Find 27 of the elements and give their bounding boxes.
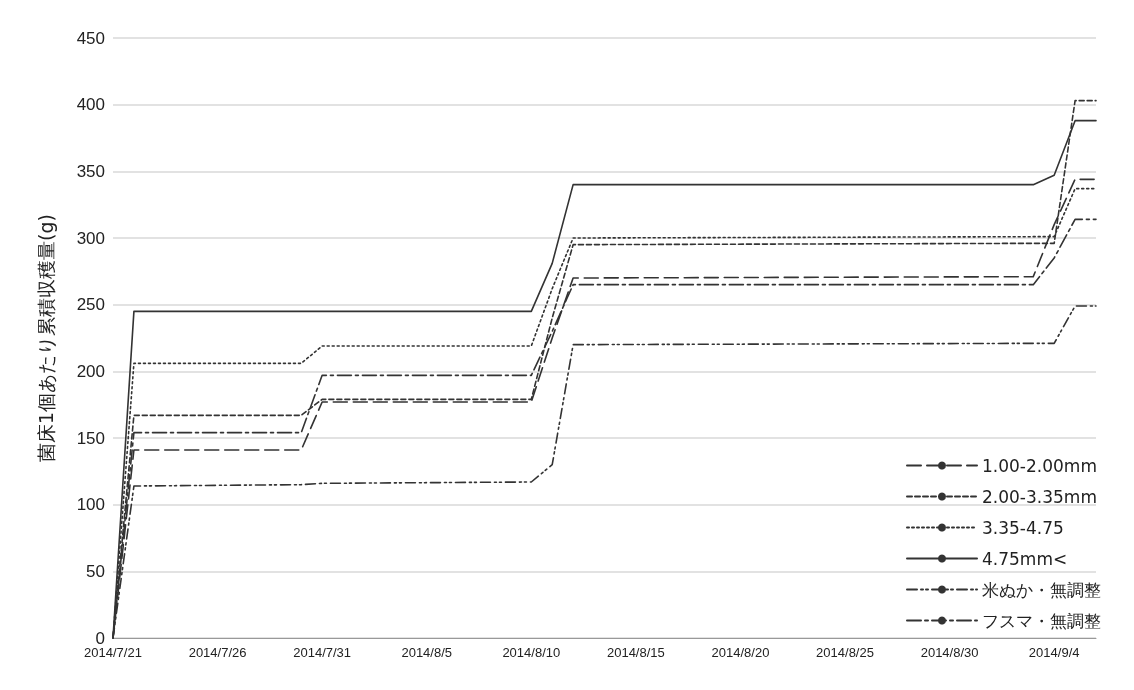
legend-label: 3.35-4.75 xyxy=(982,517,1064,538)
y-tick-label: 0 xyxy=(95,628,105,648)
x-tick-label: 2014/8/10 xyxy=(502,645,561,660)
x-tick-label: 2014/8/5 xyxy=(401,645,453,660)
y-tick-label: 250 xyxy=(76,295,105,315)
y-axis-title: 菌床1個あたり累積収穫量(g) xyxy=(34,214,57,462)
legend-label: 2.00-3.35mm xyxy=(982,486,1097,507)
y-tick-label: 150 xyxy=(76,428,105,448)
x-tick-label: 2014/8/30 xyxy=(920,645,979,660)
x-tick-label: 2014/8/25 xyxy=(816,645,874,660)
x-tick-label: 2014/7/31 xyxy=(293,645,352,660)
y-tick-label: 50 xyxy=(86,561,105,581)
y-tick-label: 100 xyxy=(76,495,105,515)
legend-label: 1.00-2.00mm xyxy=(982,455,1097,476)
x-tick-label: 2014/7/26 xyxy=(188,645,247,660)
y-tick-label: 450 xyxy=(76,28,105,48)
y-tick-label: 300 xyxy=(76,228,105,248)
legend-label: 4.75mm< xyxy=(982,548,1068,569)
y-tick-label: 350 xyxy=(76,161,105,181)
y-tick-label: 400 xyxy=(76,95,105,115)
x-tick-label: 2014/7/21 xyxy=(84,645,142,660)
x-tick-label: 2014/9/4 xyxy=(1028,645,1080,660)
legend-label: フスマ・無調整 xyxy=(982,610,1101,631)
legend-label: 米ぬか・無調整 xyxy=(982,579,1101,600)
x-tick-label: 2014/8/20 xyxy=(711,645,770,660)
y-tick-label: 200 xyxy=(76,361,105,381)
x-tick-label: 2014/8/15 xyxy=(606,645,665,660)
